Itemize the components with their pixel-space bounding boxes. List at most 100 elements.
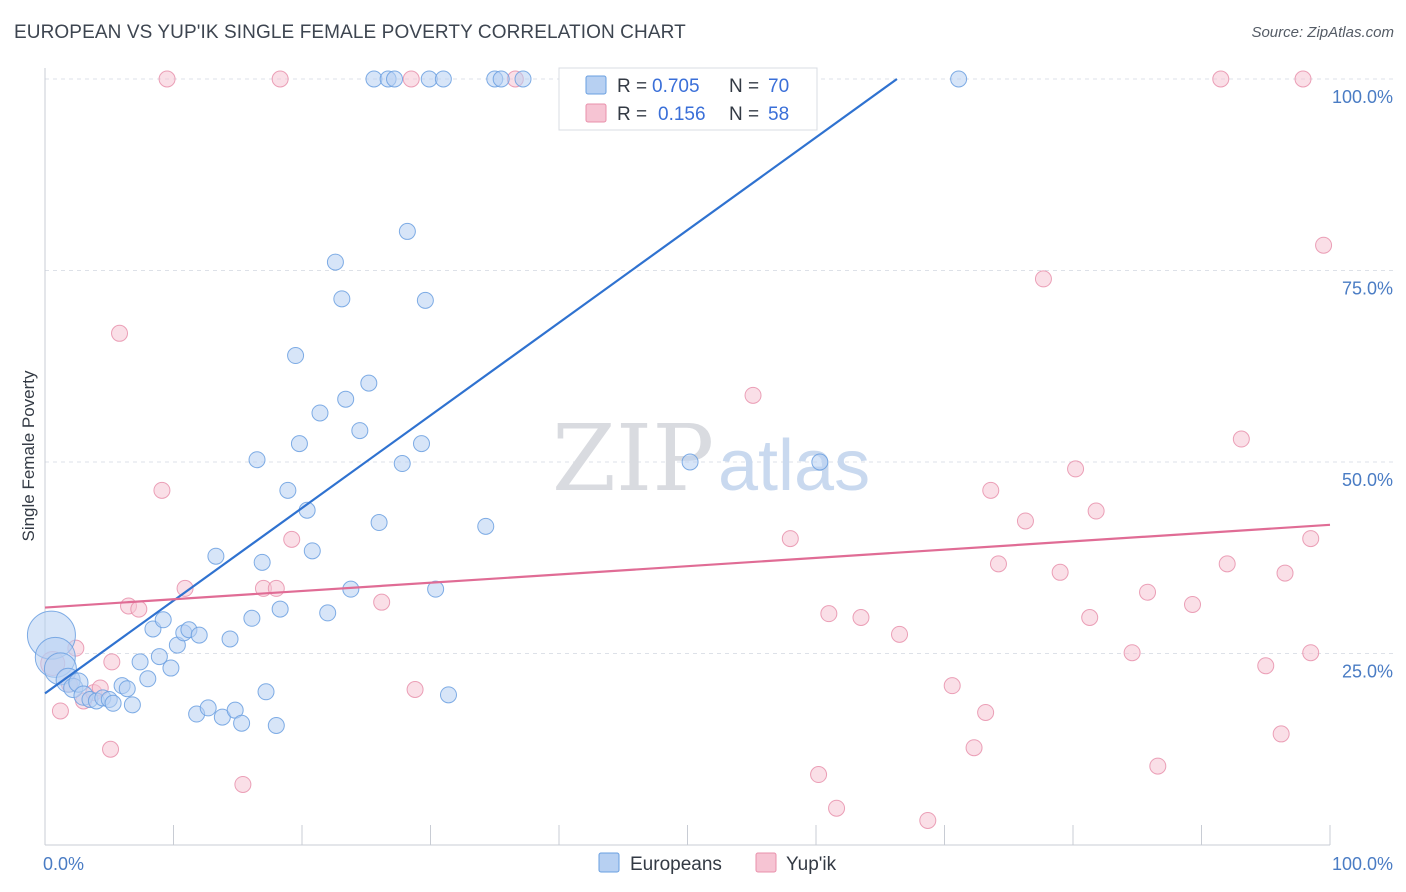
point-yupik-43	[1139, 583, 1157, 601]
point-european-57	[413, 435, 431, 453]
point-european-11	[104, 694, 122, 712]
point-european-44	[319, 604, 337, 622]
point-yupik-15	[234, 775, 252, 793]
point-european-38	[279, 481, 297, 499]
point-yupik-34	[982, 481, 1000, 499]
point-european-61	[434, 70, 452, 88]
trend-line-yupik	[44, 523, 1331, 609]
point-european-66	[514, 70, 532, 88]
bottom-legend-yupik: Yup'ik	[786, 854, 837, 875]
point-yupik-35	[989, 555, 1007, 573]
y-tick-label-0: 25.0%	[1342, 662, 1393, 682]
point-european-35	[257, 683, 275, 701]
point-european-29	[221, 630, 239, 648]
trend-line-european	[44, 78, 898, 695]
point-yupik-25	[810, 766, 828, 784]
legend-n-value-yupik: 58	[768, 104, 789, 125]
point-yupik-7	[102, 740, 120, 758]
point-yupik-12	[153, 481, 171, 499]
point-european-27	[207, 547, 225, 565]
point-european-56	[398, 222, 416, 240]
point-yupik-30	[919, 811, 937, 829]
point-european-13	[118, 680, 136, 698]
point-yupik-37	[1034, 270, 1052, 288]
point-european-14	[123, 696, 141, 714]
point-yupik-21	[402, 70, 420, 88]
point-european-15	[131, 653, 149, 671]
point-european-34	[253, 553, 271, 571]
point-yupik-29	[891, 625, 909, 643]
point-european-52	[370, 514, 388, 532]
point-yupik-52	[1294, 70, 1312, 88]
point-yupik-8	[103, 653, 121, 671]
bottom-legend-swatch-europeans	[598, 852, 620, 873]
point-yupik-11	[130, 600, 148, 618]
point-european-18	[150, 648, 168, 666]
point-yupik-36	[1016, 512, 1034, 530]
point-yupik-51	[1276, 564, 1294, 582]
point-yupik-55	[1315, 236, 1333, 254]
point-european-31	[233, 714, 251, 732]
point-european-45	[326, 253, 344, 271]
source-label: Source: ZipAtlas.com	[1251, 24, 1394, 41]
point-yupik-27	[828, 799, 846, 817]
point-yupik-45	[1184, 595, 1202, 613]
point-yupik-9	[111, 324, 129, 342]
point-european-26	[199, 699, 217, 717]
point-european-68	[811, 453, 829, 471]
y-tick-label-2: 75.0%	[1342, 279, 1393, 299]
point-european-37	[271, 600, 289, 618]
point-yupik-46	[1212, 70, 1230, 88]
legend-r-value-yupik: 0.156	[658, 104, 706, 125]
point-european-54	[386, 70, 404, 88]
legend: R = 0.705 N = 70 R = 0.156 N = 58	[558, 67, 818, 131]
point-european-58	[416, 291, 434, 309]
trend-lines	[44, 78, 1331, 695]
point-yupik-44	[1149, 757, 1167, 775]
point-yupik-54	[1302, 530, 1320, 548]
point-european-19	[154, 611, 172, 629]
point-european-36	[267, 717, 285, 735]
point-yupik-22	[406, 681, 424, 699]
point-yupik-24	[781, 530, 799, 548]
point-yupik-49	[1257, 657, 1275, 675]
legend-swatch-europeans	[585, 75, 607, 95]
point-yupik-14	[176, 579, 194, 597]
point-yupik-20	[373, 593, 391, 611]
point-european-65	[492, 70, 510, 88]
point-yupik-28	[852, 608, 870, 626]
legend-swatch-yupik	[585, 103, 607, 123]
point-yupik-26	[820, 605, 838, 623]
point-yupik-1	[51, 702, 69, 720]
grid-lines	[45, 78, 1393, 654]
point-yupik-50	[1272, 725, 1290, 743]
point-european-55	[393, 455, 411, 473]
data-points	[26, 70, 1333, 829]
point-yupik-23	[744, 386, 762, 404]
point-european-51	[365, 70, 383, 88]
point-european-67	[681, 453, 699, 471]
point-yupik-32	[965, 739, 983, 757]
point-european-43	[311, 404, 329, 422]
bottom-legend-swatch-yupik	[755, 852, 777, 873]
point-european-42	[303, 542, 321, 560]
point-european-49	[351, 422, 369, 440]
point-yupik-19	[283, 530, 301, 548]
y-axis-title: Single Female Poverty	[19, 370, 38, 542]
point-yupik-33	[977, 703, 995, 721]
legend-r-value-europeans: 0.705	[652, 76, 700, 97]
legend-r-label-yupik: R =	[617, 104, 647, 125]
point-european-50	[360, 374, 378, 392]
watermark-atlas: atlas	[718, 426, 870, 506]
point-european-46	[333, 290, 351, 308]
bottom-legend: Europeans Yup'ik	[598, 852, 837, 875]
point-european-60	[427, 580, 445, 598]
point-yupik-13	[158, 70, 176, 88]
axes: 25.0% 50.0% 75.0% 100.0% 0.0% 100.0%	[43, 68, 1393, 874]
x-tick-label-0: 0.0%	[43, 854, 84, 874]
legend-n-value-europeans: 70	[768, 76, 789, 97]
point-yupik-41	[1087, 502, 1105, 520]
y-tick-label-3: 100.0%	[1332, 87, 1393, 107]
legend-n-label-europeans: N =	[729, 76, 759, 97]
